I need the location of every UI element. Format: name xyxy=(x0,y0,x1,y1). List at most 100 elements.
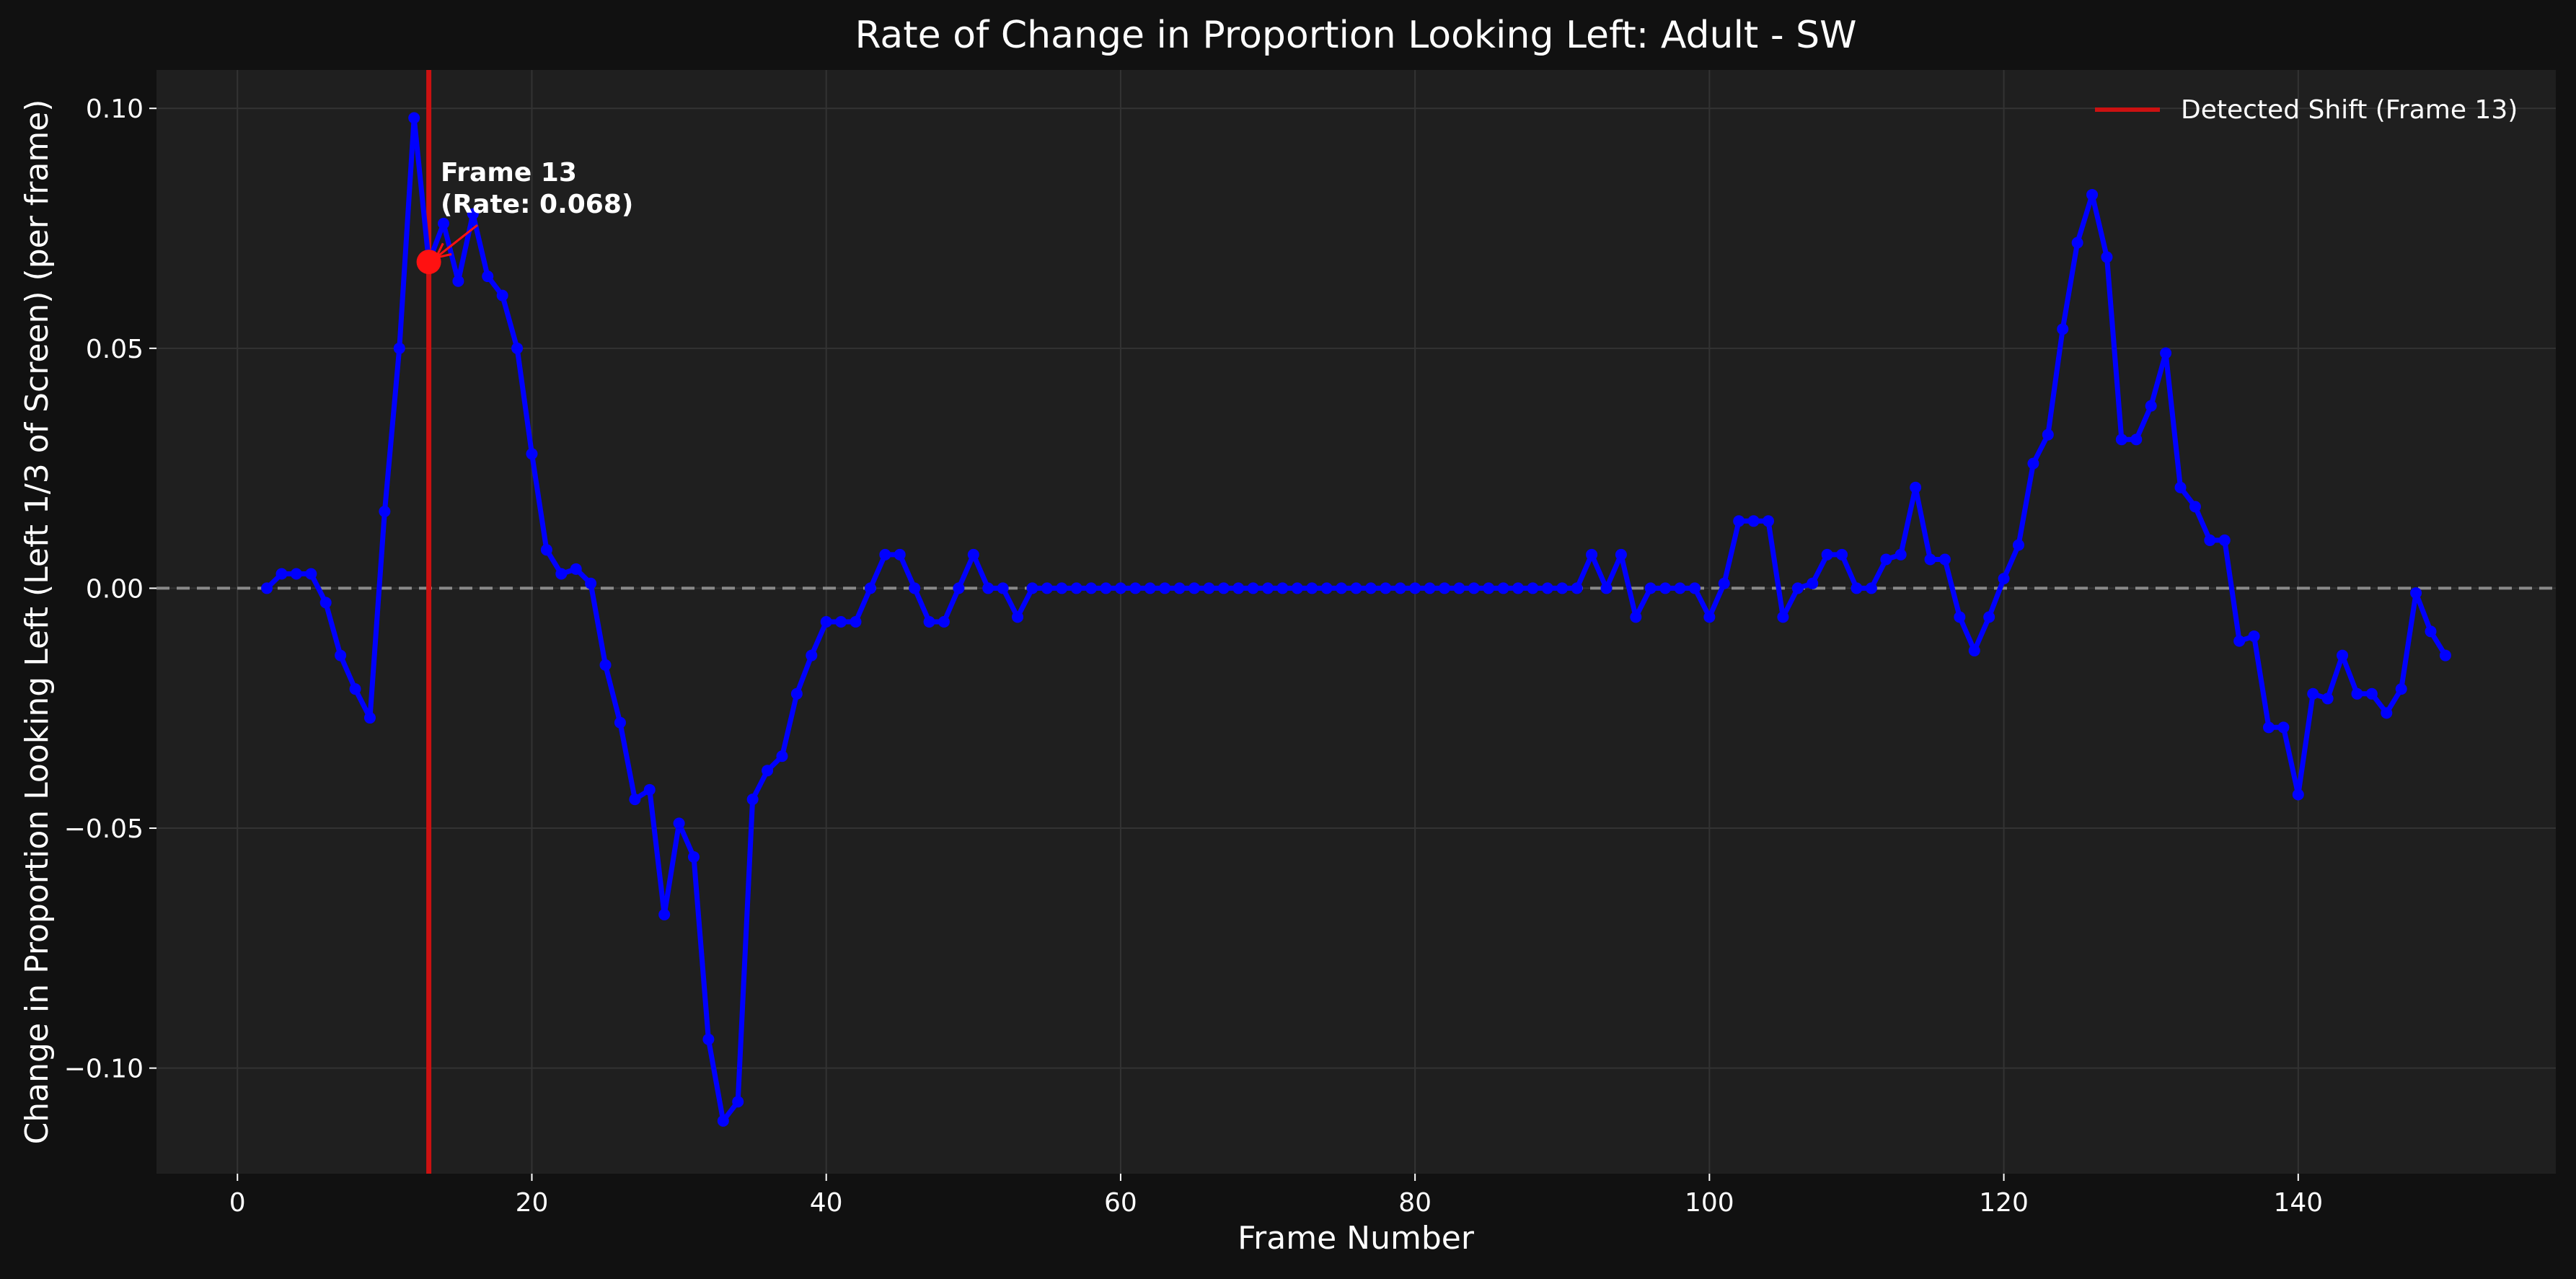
annotation-arrow-head xyxy=(433,242,452,260)
data-point xyxy=(1453,582,1465,594)
x-tick-label: 140 xyxy=(2273,1188,2323,1218)
data-point xyxy=(1203,582,1215,594)
data-point xyxy=(643,783,656,796)
data-point xyxy=(1070,582,1082,594)
data-point xyxy=(2189,501,2201,513)
data-point xyxy=(1586,548,1598,561)
y-tick-label: 0.10 xyxy=(86,95,144,124)
data-point xyxy=(1880,553,1892,566)
series-layer xyxy=(261,112,2451,1127)
data-point xyxy=(1777,611,1789,623)
data-point xyxy=(319,597,332,609)
data-point xyxy=(658,908,671,920)
data-point xyxy=(894,548,906,561)
data-point xyxy=(1983,611,1995,623)
data-point xyxy=(408,112,420,124)
data-point xyxy=(1571,582,1583,594)
data-point xyxy=(1483,582,1495,594)
data-point xyxy=(452,275,464,287)
data-point xyxy=(820,616,832,628)
data-point xyxy=(1085,582,1098,594)
data-point xyxy=(1394,582,1406,594)
data-point xyxy=(967,548,979,561)
data-point xyxy=(1497,582,1509,594)
legend: Detected Shift (Frame 13) xyxy=(2095,95,2518,125)
x-tick-label: 60 xyxy=(1104,1188,1137,1218)
data-point xyxy=(1291,582,1303,594)
data-point xyxy=(2027,457,2039,470)
data-point xyxy=(2425,625,2437,638)
data-point xyxy=(938,616,950,628)
y-axis-title: Change in Proportion Looking Left (Left … xyxy=(19,100,56,1145)
data-point xyxy=(2262,721,2275,734)
data-point xyxy=(1600,582,1613,594)
data-point xyxy=(1468,582,1480,594)
data-point xyxy=(2248,630,2260,642)
plot-area xyxy=(156,70,2556,1174)
data-point xyxy=(717,1115,729,1127)
data-point xyxy=(1232,582,1245,594)
data-point xyxy=(909,582,921,594)
data-point xyxy=(1615,548,1627,561)
data-point xyxy=(702,1033,715,1045)
data-point xyxy=(1173,582,1186,594)
annotation-rate-label: (Rate: 0.068) xyxy=(441,190,633,219)
data-point xyxy=(776,750,788,762)
data-point xyxy=(467,208,479,220)
x-tick-label: 120 xyxy=(1979,1188,2029,1218)
data-point xyxy=(1733,515,1745,527)
data-point xyxy=(629,794,641,806)
data-point xyxy=(1512,582,1525,594)
data-point xyxy=(275,568,288,580)
data-point xyxy=(835,616,847,628)
data-point xyxy=(1336,582,1348,594)
data-point xyxy=(1350,582,1362,594)
data-point xyxy=(511,342,524,354)
data-point xyxy=(2381,707,2393,719)
data-point xyxy=(2145,400,2157,412)
data-point xyxy=(393,342,405,354)
data-point xyxy=(1791,582,1804,594)
data-point xyxy=(1674,582,1686,594)
data-point xyxy=(1910,481,1922,493)
data-point xyxy=(2115,434,2127,446)
data-point xyxy=(1159,582,1171,594)
data-point xyxy=(585,577,597,589)
data-point xyxy=(2204,534,2216,546)
data-point xyxy=(496,289,508,302)
data-point xyxy=(1012,611,1024,623)
data-point xyxy=(363,712,376,724)
data-point xyxy=(1938,553,1951,566)
data-point xyxy=(2218,534,2231,546)
data-point xyxy=(1424,582,1436,594)
y-tick-label: 0.00 xyxy=(86,574,144,604)
data-point xyxy=(1851,582,1863,594)
data-point xyxy=(1703,611,1716,623)
data-point xyxy=(1998,573,2010,585)
data-point xyxy=(614,716,626,729)
data-point xyxy=(1144,582,1156,594)
data-point xyxy=(864,582,876,594)
annotation-arrow-line xyxy=(435,224,478,259)
x-tick-label: 100 xyxy=(1685,1188,1734,1218)
y-tick-label: 0.05 xyxy=(86,335,144,364)
data-point xyxy=(1527,582,1539,594)
data-point xyxy=(1129,582,1142,594)
annotation-layer: Frame 13 (Rate: 0.068) xyxy=(433,158,633,260)
data-point xyxy=(1894,548,1907,561)
data-point xyxy=(1763,515,1775,527)
data-point xyxy=(349,683,361,695)
data-point xyxy=(1659,582,1672,594)
data-point xyxy=(482,271,494,283)
data-point xyxy=(982,582,994,594)
data-point xyxy=(599,659,612,671)
data-point xyxy=(1188,582,1200,594)
data-point xyxy=(1041,582,1053,594)
data-point xyxy=(790,687,803,700)
data-point xyxy=(997,582,1009,594)
data-point xyxy=(1968,644,1980,656)
data-point xyxy=(2160,347,2172,359)
data-point xyxy=(1807,577,1819,589)
data-point xyxy=(1924,553,1936,566)
